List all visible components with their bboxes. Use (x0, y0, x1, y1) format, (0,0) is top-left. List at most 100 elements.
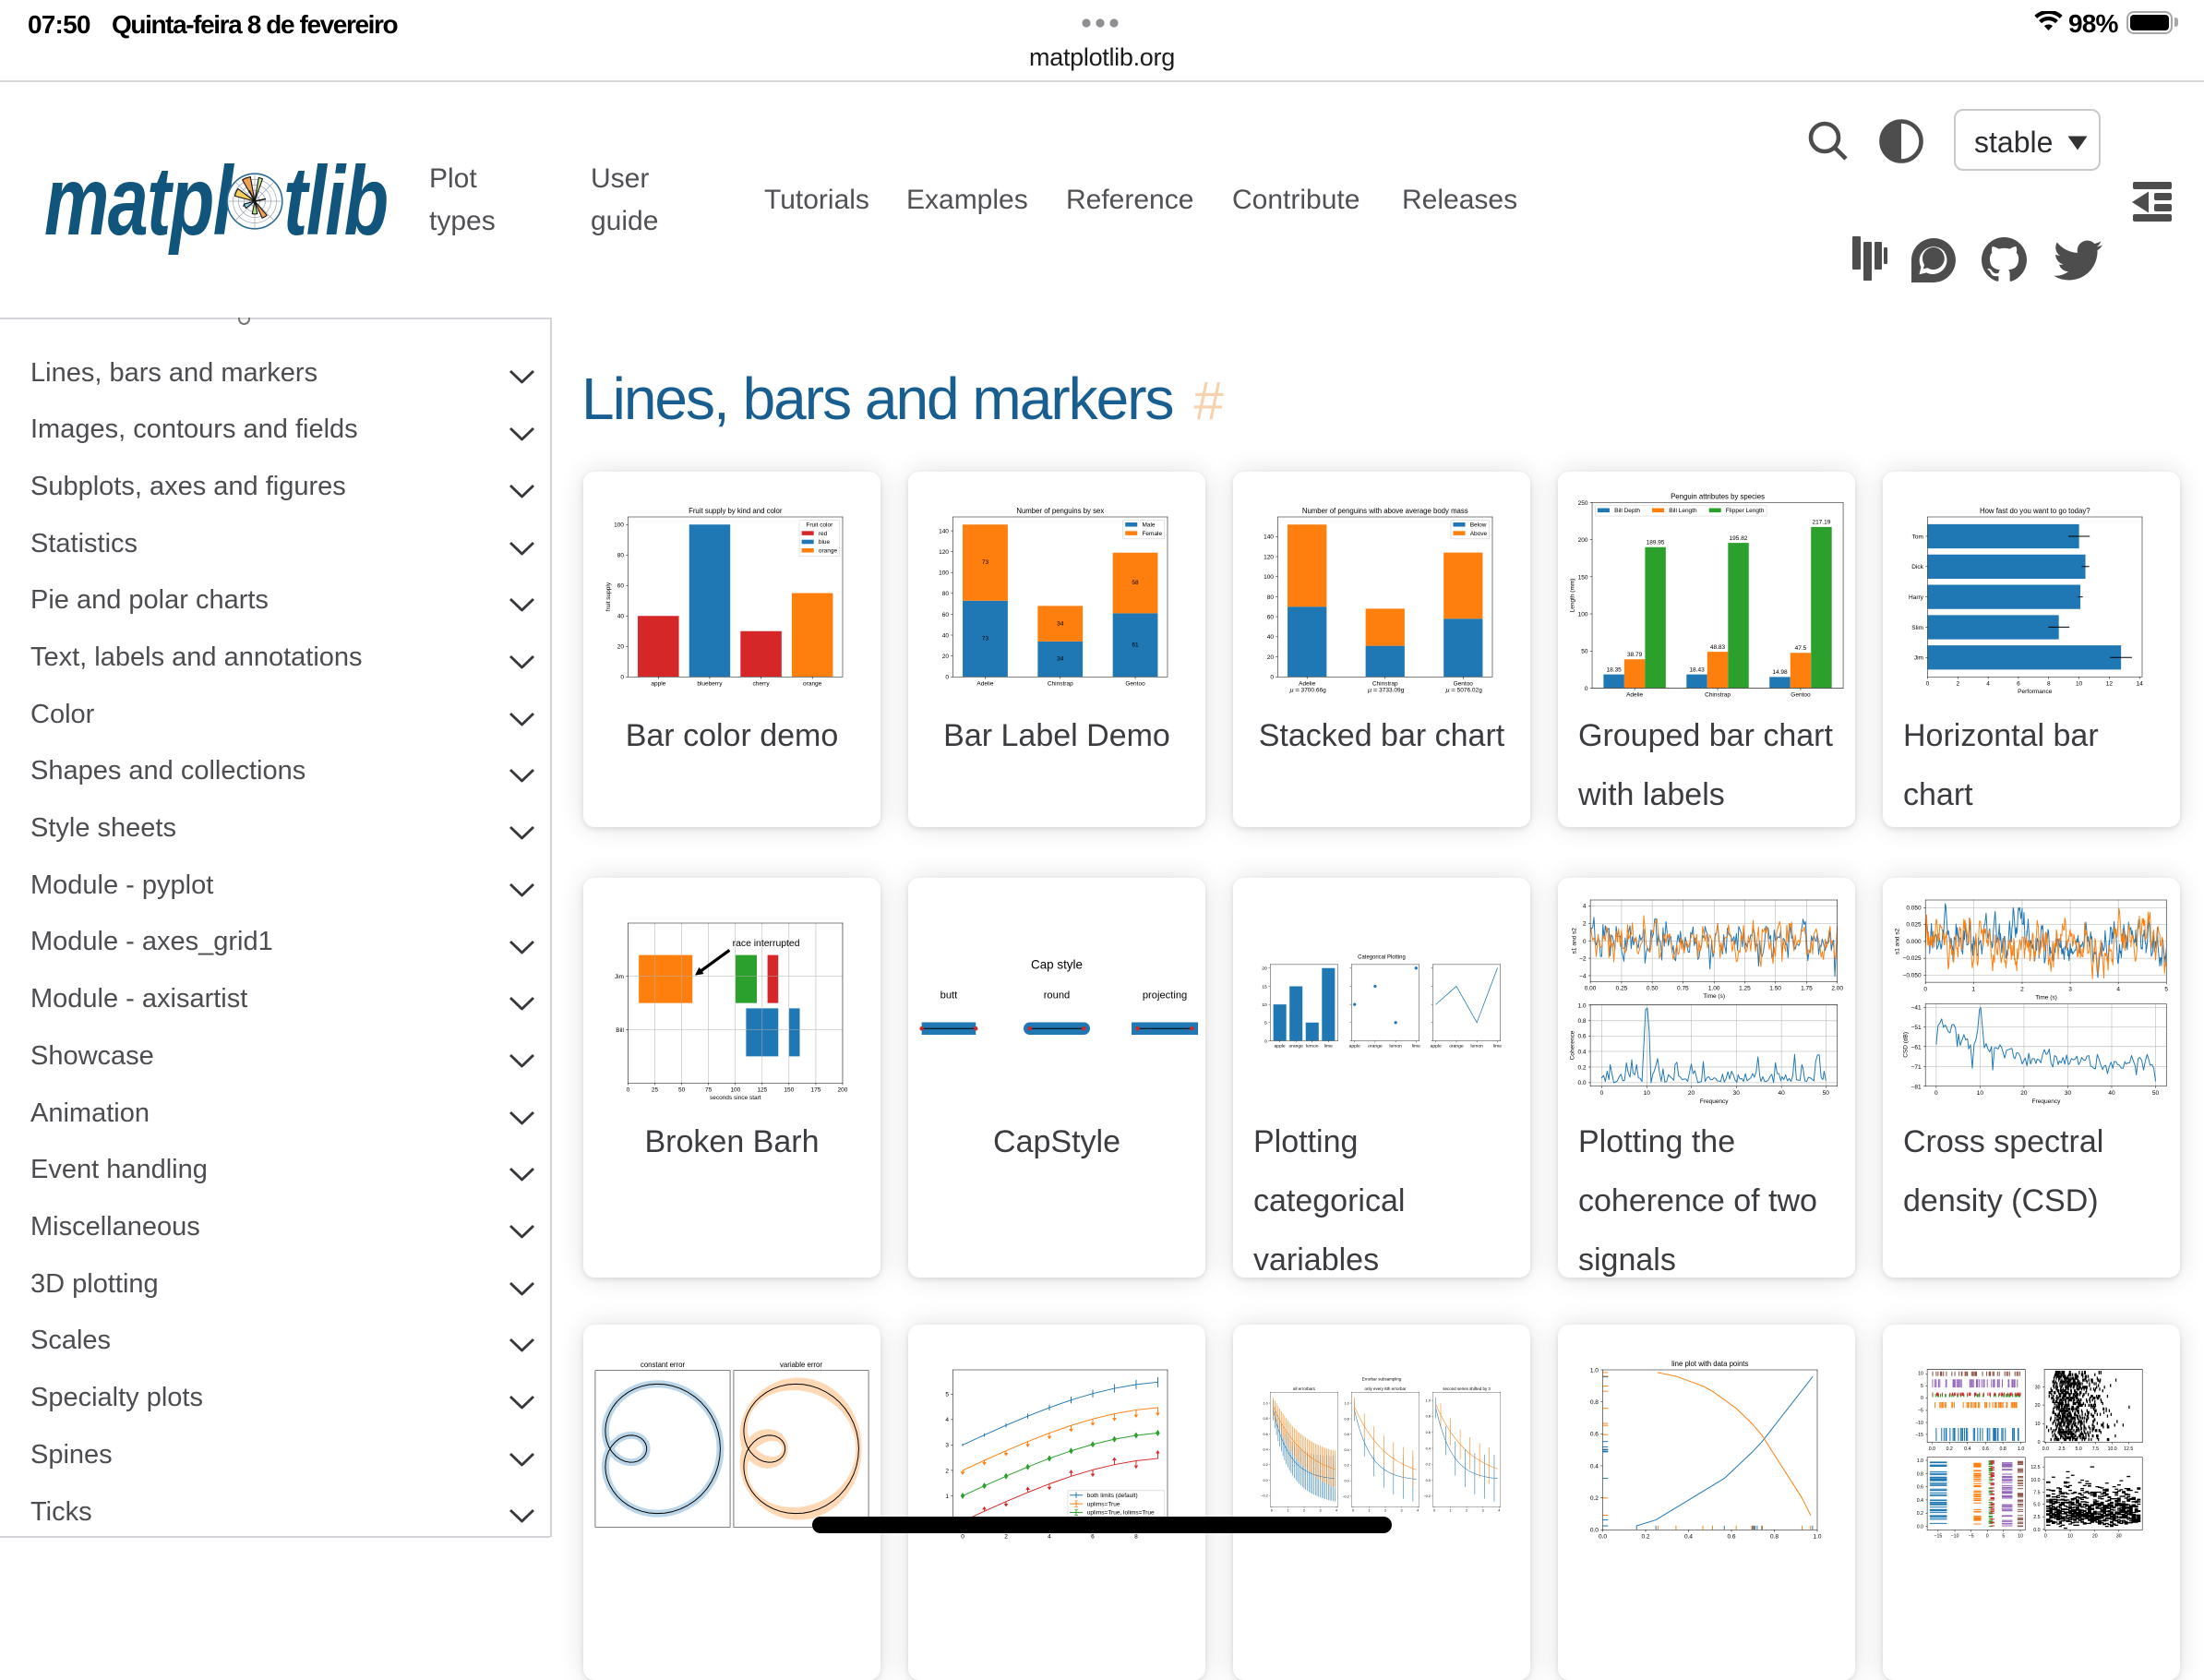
svg-text:4: 4 (1336, 1509, 1337, 1513)
svg-text:Adelie: Adelie (1626, 692, 1643, 699)
svg-text:Bill Length: Bill Length (1669, 508, 1697, 514)
svg-text:48.83: 48.83 (1710, 644, 1726, 651)
svg-text:0.0: 0.0 (1929, 1446, 1935, 1452)
svg-text:red: red (819, 531, 828, 537)
svg-text:7.5: 7.5 (2034, 1490, 2041, 1495)
svg-text:80: 80 (1267, 594, 1275, 601)
svg-text:100: 100 (730, 1087, 740, 1094)
svg-text:orange: orange (1368, 1043, 1383, 1049)
svg-text:75: 75 (705, 1087, 713, 1094)
svg-text:0: 0 (620, 675, 624, 681)
svg-text:0.0: 0.0 (2034, 1528, 2041, 1533)
svg-text:lime: lime (1493, 1043, 1502, 1049)
svg-text:lemon: lemon (1306, 1043, 1319, 1049)
svg-text:10.0: 10.0 (2108, 1446, 2117, 1452)
svg-text:10: 10 (1262, 1002, 1267, 1008)
svg-text:Female: Female (1142, 531, 1162, 537)
svg-text:Flipper Length: Flipper Length (1726, 508, 1765, 514)
svg-text:Categorical Plotting: Categorical Plotting (1358, 954, 1406, 960)
svg-text:50: 50 (1581, 649, 1588, 655)
svg-text:1: 1 (945, 1494, 949, 1500)
svg-text:blue: blue (819, 539, 831, 546)
svg-text:Time (s): Time (s) (2036, 994, 2058, 1001)
svg-text:lime: lime (1324, 1043, 1333, 1049)
svg-text:s1 and s2: s1 and s2 (1572, 928, 1578, 954)
svg-text:variable error: variable error (780, 1361, 822, 1369)
svg-text:orange: orange (803, 681, 822, 688)
svg-text:6: 6 (1091, 1534, 1095, 1541)
svg-text:2: 2 (2020, 986, 2024, 992)
svg-text:0: 0 (1934, 1090, 1938, 1097)
svg-text:4: 4 (1417, 1509, 1419, 1513)
svg-text:10: 10 (1644, 1090, 1651, 1097)
svg-text:−71: −71 (1911, 1064, 1922, 1071)
svg-text:1.0: 1.0 (1590, 1367, 1599, 1374)
svg-text:−0.2: −0.2 (1423, 1494, 1430, 1498)
svg-text:0.050: 0.050 (1907, 905, 1923, 911)
svg-text:2: 2 (1957, 681, 1960, 688)
svg-text:0.4: 0.4 (1578, 1050, 1587, 1056)
svg-text:5: 5 (1264, 1020, 1267, 1026)
svg-text:0.2: 0.2 (1641, 1534, 1649, 1541)
svg-text:195.82: 195.82 (1730, 535, 1748, 542)
svg-text:1.75: 1.75 (1801, 986, 1813, 992)
svg-text:30: 30 (2035, 1386, 2041, 1391)
svg-text:1: 1 (1972, 986, 1976, 992)
svg-text:0.6: 0.6 (1727, 1534, 1735, 1541)
svg-text:1: 1 (1449, 1509, 1451, 1513)
svg-text:0.000: 0.000 (1907, 939, 1923, 945)
svg-text:20: 20 (1262, 966, 1267, 971)
svg-text:Jim: Jim (615, 974, 624, 980)
svg-text:12: 12 (2106, 681, 2114, 688)
svg-text:100: 100 (1264, 574, 1274, 581)
svg-text:1.0: 1.0 (1345, 1401, 1349, 1405)
svg-text:0: 0 (1986, 1533, 1989, 1539)
svg-text:projecting: projecting (1143, 990, 1187, 1002)
svg-text:round: round (1044, 990, 1071, 1002)
svg-text:0: 0 (1583, 939, 1587, 945)
svg-text:4: 4 (1048, 1534, 1051, 1541)
svg-text:100: 100 (614, 522, 624, 529)
svg-text:2.5: 2.5 (2034, 1515, 2041, 1520)
svg-text:0.6: 0.6 (1578, 1034, 1587, 1040)
svg-text:40: 40 (942, 632, 950, 639)
svg-text:0: 0 (1271, 1509, 1273, 1513)
svg-text:0.6: 0.6 (1426, 1431, 1431, 1434)
svg-text:How fast do you want to go tod: How fast do you want to go today? (1980, 507, 2090, 515)
svg-text:189.95: 189.95 (1647, 539, 1665, 546)
svg-text:Chinstrap: Chinstrap (1705, 692, 1731, 699)
svg-text:20: 20 (1688, 1090, 1695, 1097)
svg-text:34: 34 (1057, 656, 1064, 663)
svg-text:80: 80 (942, 591, 950, 597)
svg-text:Bill Depth: Bill Depth (1614, 508, 1640, 514)
svg-text:Slim: Slim (1911, 625, 1923, 631)
svg-text:Male: Male (1142, 522, 1155, 529)
svg-text:2.00: 2.00 (1832, 986, 1844, 992)
svg-text:18.35: 18.35 (1607, 666, 1623, 673)
svg-text:10.0: 10.0 (2031, 1478, 2041, 1483)
svg-text:1: 1 (1287, 1509, 1288, 1513)
svg-text:apple: apple (1431, 1043, 1442, 1049)
svg-text:0.6: 0.6 (1345, 1433, 1349, 1436)
svg-text:Chinstrap: Chinstrap (1048, 681, 1073, 688)
svg-text:6: 6 (2017, 681, 2020, 688)
svg-text:Frequency: Frequency (1700, 1098, 1729, 1105)
svg-text:25: 25 (652, 1087, 659, 1094)
svg-text:5.0: 5.0 (2076, 1446, 2082, 1452)
svg-text:Above: Above (1470, 531, 1488, 537)
svg-text:−15: −15 (1915, 1433, 1923, 1438)
svg-text:apple: apple (1275, 1043, 1286, 1049)
svg-text:Performance: Performance (2018, 689, 2053, 695)
svg-text:0: 0 (1270, 675, 1274, 681)
svg-text:Gentoo: Gentoo (1125, 681, 1145, 688)
svg-text:150: 150 (784, 1087, 794, 1094)
svg-text:0.2: 0.2 (1263, 1463, 1267, 1467)
svg-text:200: 200 (838, 1087, 848, 1094)
svg-text:1.0: 1.0 (2018, 1446, 2024, 1452)
svg-text:−51: −51 (1911, 1025, 1922, 1031)
svg-text:0: 0 (1585, 686, 1588, 692)
svg-text:10: 10 (1977, 1090, 1984, 1097)
svg-text:−0.2: −0.2 (1342, 1494, 1348, 1498)
svg-text:Frequency: Frequency (2032, 1098, 2061, 1105)
svg-text:0.2: 0.2 (1345, 1464, 1349, 1468)
